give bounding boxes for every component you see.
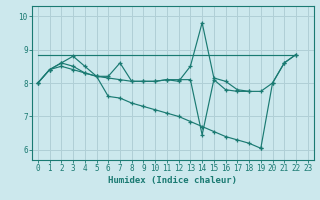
- X-axis label: Humidex (Indice chaleur): Humidex (Indice chaleur): [108, 176, 237, 185]
